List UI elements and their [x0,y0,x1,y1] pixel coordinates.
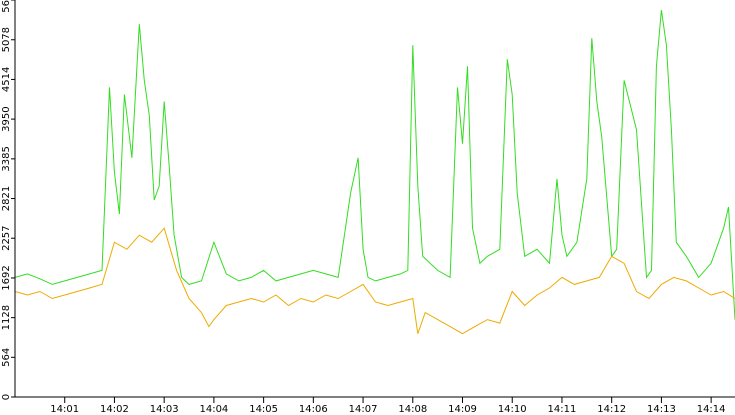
series-line-2 [14,227,735,335]
x-tick-label: 14:13 [647,404,676,415]
x-tick-label: 14:04 [199,404,228,415]
y-tick-label: 0 [1,394,12,400]
series-line-1 [14,10,735,320]
x-tick-label: 14:09 [448,404,477,415]
y-tick-label: 5078 [1,27,12,52]
y-tick-label: 3950 [1,106,12,131]
y-tick-label: 564 [1,348,12,367]
series-layer [14,10,735,335]
y-tick-label: 5643 [1,0,12,13]
y-tick-label: 3385 [1,146,12,171]
y-tick-label: 1128 [1,305,12,330]
y-tick-label: 4514 [1,67,12,92]
x-tick-label: 14:10 [498,404,527,415]
x-tick-label: 14:12 [597,404,626,415]
x-tick-label: 14:14 [697,404,726,415]
x-tick-label: 14:08 [398,404,427,415]
y-ticks: 0 564 1128 1692 2257 2821 3385 3950 4514 5078 5643 [1,0,15,400]
x-tick-label: 14:05 [249,404,278,415]
x-ticks: 14:01 14:02 14:03 14:04 14:05 14:06 14:07 14:08… [50,397,726,415]
x-tick-label: 14:11 [548,404,577,415]
x-tick-label: 14:03 [150,404,179,415]
x-tick-label: 14:07 [349,404,378,415]
y-tick-label: 2257 [1,225,12,250]
y-tick-label: 2821 [1,186,12,211]
x-tick-label: 14:06 [299,404,328,415]
x-tick-label: 14:01 [50,404,79,415]
y-tick-label: 1692 [1,265,12,290]
x-tick-label: 14:02 [100,404,129,415]
